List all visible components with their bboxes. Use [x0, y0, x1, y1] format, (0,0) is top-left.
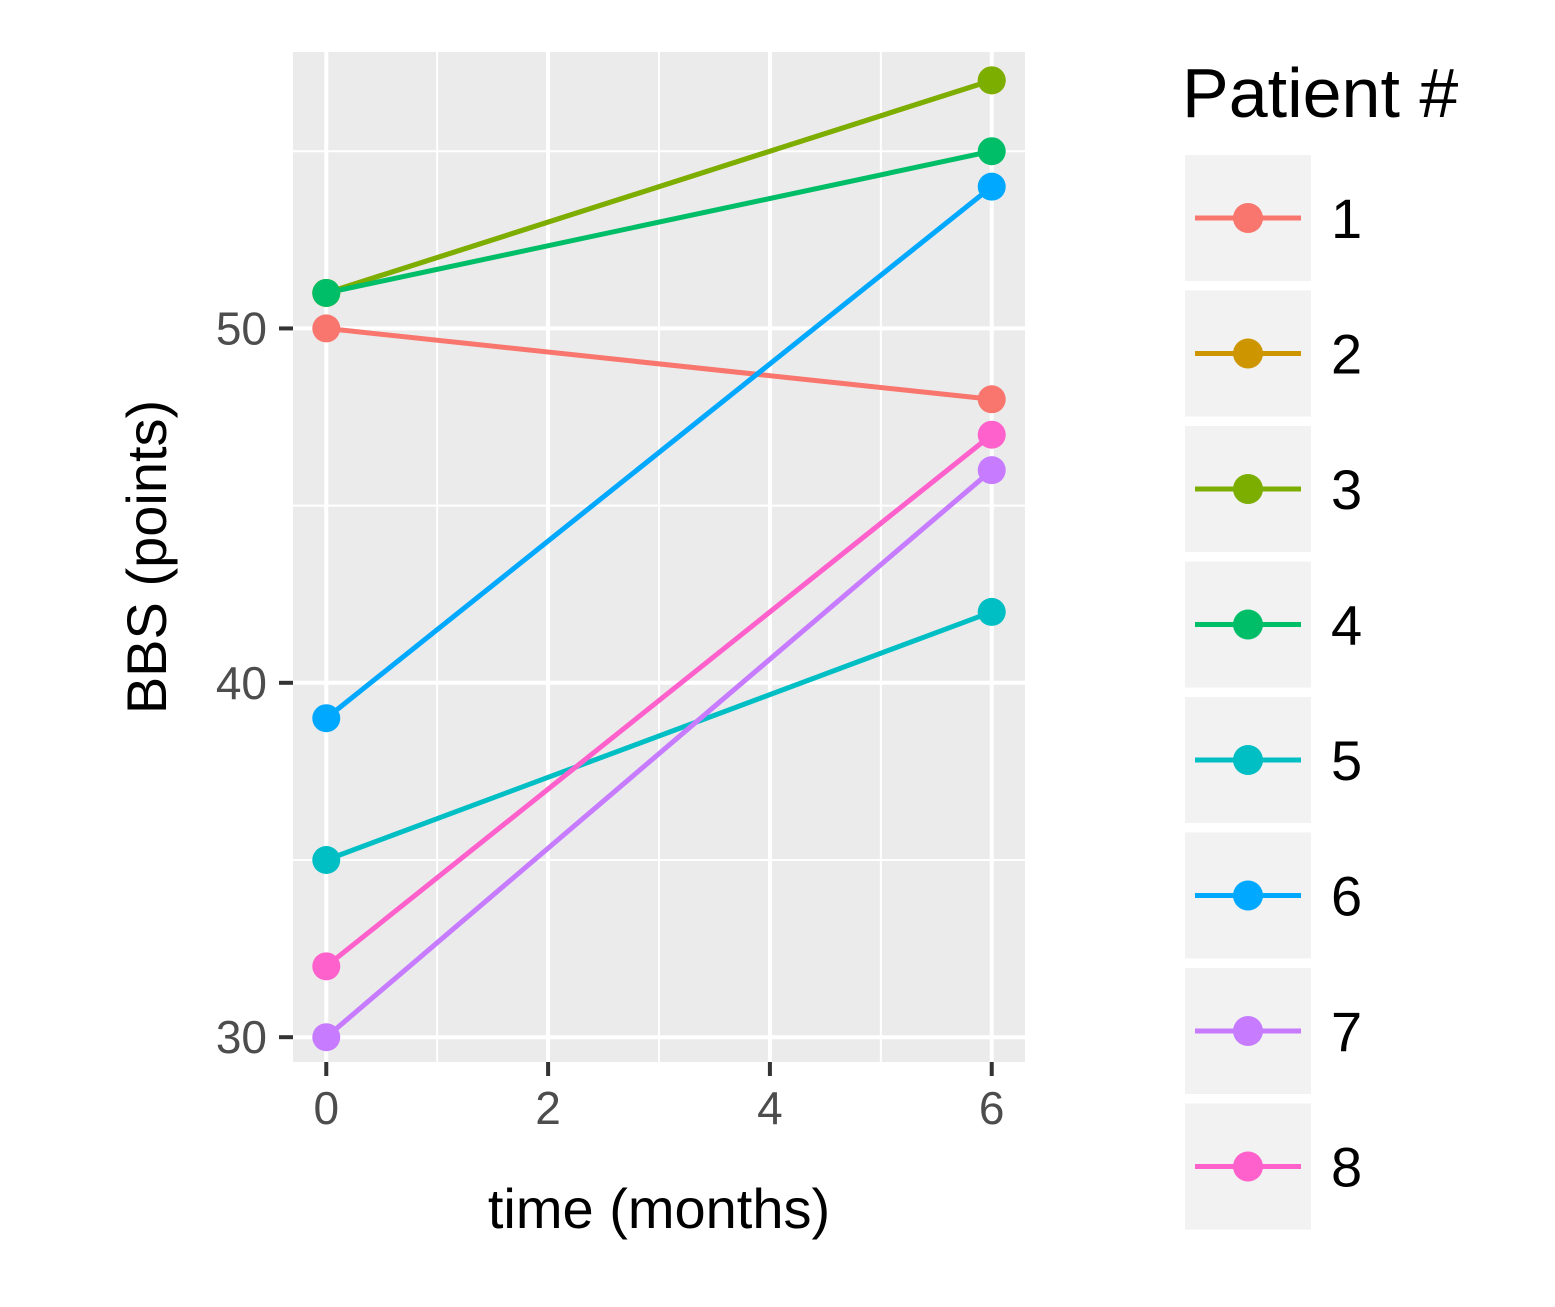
legend-key-point-3	[1233, 474, 1263, 504]
legend-label-6: 6	[1331, 865, 1362, 928]
series-3-point	[977, 66, 1006, 95]
series-5-line	[323, 609, 995, 863]
legend-label-3: 3	[1331, 458, 1362, 521]
y-tick-label: 30	[216, 1011, 267, 1063]
y-axis-title: BBS (points)	[115, 400, 178, 714]
x-tick-label: 4	[757, 1082, 783, 1134]
legend-key-point-8	[1233, 1151, 1263, 1182]
legend-key-point-4	[1233, 609, 1263, 640]
series-layer	[312, 66, 1006, 1052]
series-5-point	[977, 597, 1006, 626]
legend-key-point-1	[1233, 203, 1263, 233]
legend-key-point-2	[1233, 338, 1263, 369]
series-5-point	[312, 846, 341, 874]
legend-label-2: 2	[1331, 323, 1362, 386]
series-4-point	[977, 137, 1006, 166]
series-4-line	[323, 148, 995, 296]
legend-label-7: 7	[1331, 1000, 1362, 1063]
legend-key-point-6	[1233, 880, 1263, 911]
series-7-line	[323, 467, 995, 1040]
y-tick-label: 40	[216, 657, 267, 709]
x-axis-title: time (months)	[488, 1177, 830, 1240]
legend-key-point-7	[1233, 1016, 1263, 1046]
series-8-point	[977, 420, 1006, 449]
series-3-line	[323, 77, 995, 296]
series-1-point	[977, 385, 1006, 414]
series-6-point	[312, 704, 341, 733]
legend-label-1: 1	[1331, 187, 1362, 250]
legend-key-point-5	[1233, 745, 1263, 775]
x-axis: 0 2 4 6	[313, 1062, 1005, 1134]
x-tick-label: 6	[979, 1082, 1005, 1134]
y-tick-label: 50	[216, 302, 267, 354]
legend-label-8: 8	[1331, 1136, 1362, 1199]
x-tick-label: 2	[535, 1082, 561, 1134]
legend-title: Patient #	[1182, 54, 1458, 132]
series-7-point	[312, 1023, 341, 1052]
series-6-point	[977, 172, 1006, 201]
series-8-line	[323, 432, 995, 969]
series-1-point	[312, 314, 341, 343]
legend: 1 2 3 4 5 6 7 8	[1185, 155, 1362, 1230]
legend-label-5: 5	[1331, 729, 1362, 792]
y-axis: 30 40 50	[216, 302, 293, 1063]
legend-label-4: 4	[1331, 594, 1362, 657]
series-8-point	[312, 952, 341, 981]
series-4-point	[312, 278, 341, 307]
series-1-line	[323, 325, 995, 402]
x-tick-label: 0	[313, 1082, 339, 1134]
series-7-point	[977, 456, 1006, 485]
series-6-line	[323, 184, 995, 721]
